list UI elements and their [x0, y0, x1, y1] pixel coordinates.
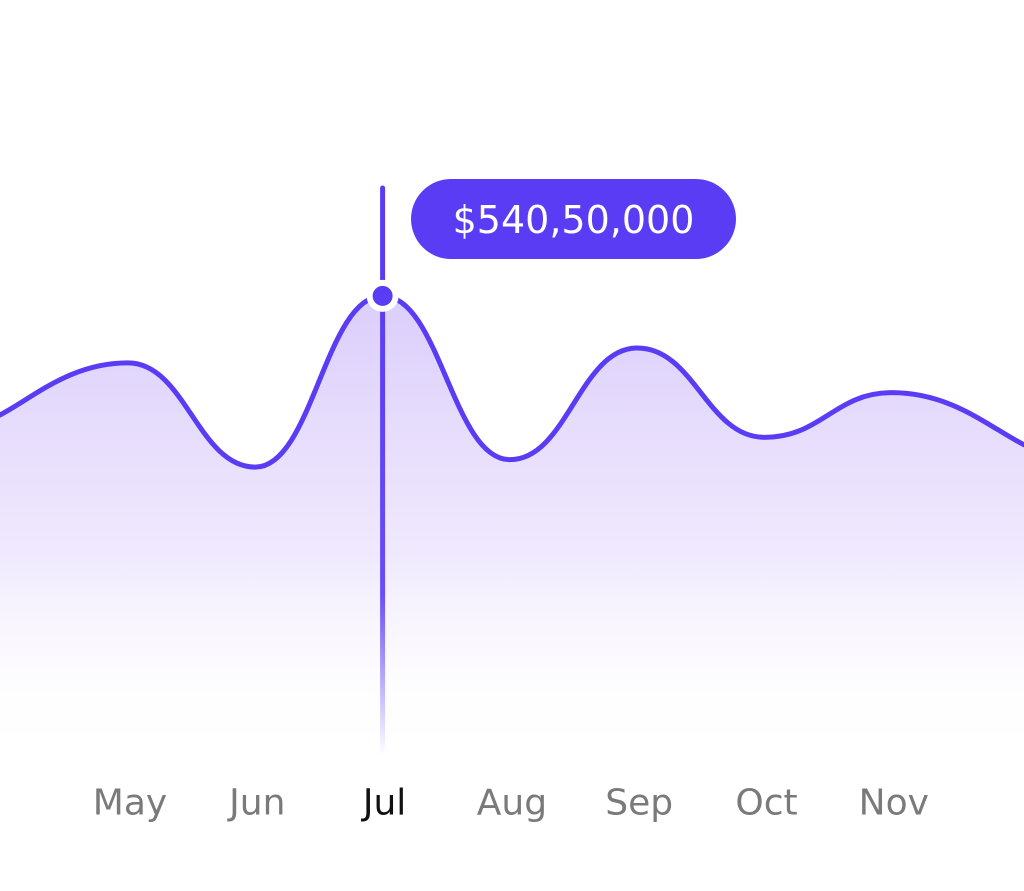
cursor-line-lower — [380, 295, 386, 755]
series-line — [0, 293, 1024, 470]
x-tick-sep[interactable]: Sep — [605, 783, 673, 824]
selected-point[interactable] — [372, 285, 393, 306]
tooltip-label: $540,50,000 — [453, 198, 695, 242]
x-tick-nov[interactable]: Nov — [859, 783, 929, 824]
x-tick-may[interactable]: May — [93, 783, 167, 824]
tooltip: $540,50,000 — [411, 179, 736, 259]
area-fill — [0, 295, 1024, 760]
x-tick-aug[interactable]: Aug — [477, 783, 547, 824]
x-tick-jun[interactable]: Jun — [227, 783, 285, 824]
tooltip-background — [411, 179, 736, 259]
x-tick-oct[interactable]: Oct — [735, 783, 797, 824]
x-tick-jul[interactable]: Jul — [361, 783, 406, 824]
x-axis-ticks: May Jun Jul Aug Sep Oct Nov — [93, 783, 929, 824]
